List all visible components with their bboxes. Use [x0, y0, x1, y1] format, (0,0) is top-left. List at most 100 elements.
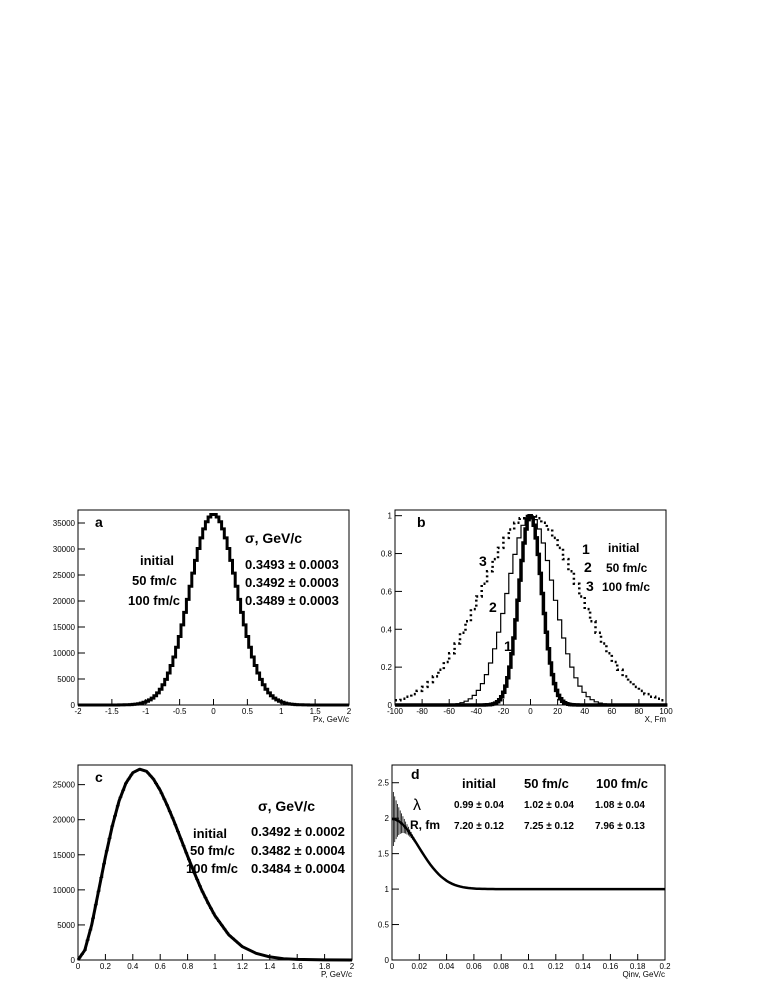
panel-d: 0 0.02 0.04 0.06 0.08 0.1 0.12 0.14 0.16 0.18 0.2 0… [378, 764, 671, 979]
y-tick-label: 5000 [57, 921, 75, 930]
panel-b-legend-num-2: 2 [584, 559, 592, 575]
x-tick-label: -1.5 [105, 707, 119, 716]
y-tick-label: 5000 [57, 675, 75, 684]
x-tick-label: 0.5 [242, 707, 254, 716]
panel-b-curve-label-3: 3 [479, 553, 487, 569]
x-tick-label: 0.6 [155, 962, 167, 971]
x-tick-label: 2 [347, 707, 352, 716]
x-tick-label: 2 [350, 962, 355, 971]
panel-d-axes: 0 0.02 0.04 0.06 0.08 0.1 0.12 0.14 0.16 0.18 0.2 0… [378, 779, 671, 971]
panel-a-xlabel: Px, GeV/c [313, 715, 349, 724]
panel-a-sigma-header: σ, GeV/c [245, 530, 302, 546]
panel-b-legend-num-1: 1 [582, 541, 590, 557]
y-tick-label: 25000 [53, 571, 76, 580]
y-tick-label: 30000 [53, 545, 76, 554]
panel-a-row-label-50: 50 fm/c [132, 573, 177, 588]
x-tick-label: 1.5 [310, 707, 322, 716]
y-tick-label: 0.4 [381, 625, 393, 634]
panel-d-lambda-100: 1.08 ± 0.04 [595, 800, 645, 811]
y-tick-label: 0.5 [378, 921, 390, 930]
panel-b-curve-label-2: 2 [489, 599, 497, 615]
panel-c-row-label-50: 50 fm/c [190, 843, 235, 858]
y-tick-label: 0.2 [381, 663, 393, 672]
x-tick-label: -0.5 [173, 707, 187, 716]
y-tick-label: 1.5 [378, 850, 390, 859]
panel-b-series-1 [395, 514, 668, 707]
x-tick-label: 100 [659, 707, 673, 716]
panel-b-label: b [417, 514, 426, 530]
y-tick-label: 1 [385, 885, 390, 894]
panel-b-legend-text-3: 100 fm/c [602, 580, 650, 594]
panel-d-header-50: 50 fm/c [524, 776, 569, 791]
panel-c-row-label-initial: initial [193, 826, 227, 841]
panel-a-label: a [95, 514, 103, 530]
x-tick-label: 0.2 [659, 962, 671, 971]
panel-c-row-value-50: 0.3482 ± 0.0004 [251, 843, 346, 858]
x-tick-label: -60 [443, 707, 455, 716]
panel-d-row-label-radius: R, fm [410, 818, 440, 832]
x-tick-label: 20 [553, 707, 562, 716]
x-tick-label: 0.4 [127, 962, 139, 971]
x-tick-label: 1.8 [319, 962, 331, 971]
y-tick-label: 0 [71, 701, 76, 710]
x-tick-label: 80 [634, 707, 643, 716]
x-tick-label: 0 [528, 707, 533, 716]
y-tick-label: 0 [385, 956, 390, 965]
panel-b-series-3 [395, 514, 666, 702]
panel-c-label: c [95, 769, 103, 785]
x-tick-label: 1.2 [237, 962, 249, 971]
y-tick-label: 10000 [53, 649, 76, 658]
y-tick-label: 0.8 [381, 550, 393, 559]
y-tick-label: 20000 [53, 597, 76, 606]
panel-c-row-value-initial: 0.3492 ± 0.0002 [251, 824, 345, 839]
x-tick-label: -80 [416, 707, 428, 716]
panel-d-label: d [411, 766, 420, 782]
x-tick-label: 0.1 [523, 962, 535, 971]
panel-b-xlabel: X, Fm [645, 715, 667, 724]
panel-b-curve-label-1: 1 [504, 638, 512, 654]
panel-d-radius-50: 7.25 ± 0.12 [524, 821, 574, 832]
panel-a-row-value-50: 0.3492 ± 0.0003 [245, 575, 339, 590]
x-tick-label: 1.6 [292, 962, 304, 971]
panel-b-legend-num-3: 3 [586, 578, 594, 594]
panel-d-series-fit [391, 817, 665, 891]
panel-b-curves [395, 514, 668, 707]
x-tick-label: -100 [387, 707, 404, 716]
panel-d-lambda-initial: 0.99 ± 0.04 [454, 800, 504, 811]
x-tick-label: 0.8 [182, 962, 194, 971]
x-tick-label: -1 [142, 707, 150, 716]
x-tick-label: 0 [76, 962, 81, 971]
panel-a-series-histograms [78, 513, 349, 707]
panel-d-xlabel: Qinv, GeV/c [622, 970, 665, 979]
panel-c-xlabel: P, GeV/c [321, 970, 352, 979]
y-tick-label: 35000 [53, 519, 76, 528]
x-tick-label: -20 [498, 707, 510, 716]
x-tick-label: 0.04 [439, 962, 455, 971]
panel-d-row-label-lambda: λ [413, 797, 421, 814]
panel-c-series-fit [76, 767, 353, 962]
panel-b-legend-text-1: initial [608, 541, 639, 555]
panel-d-header-100: 100 fm/c [596, 776, 648, 791]
x-tick-label: 0.06 [466, 962, 482, 971]
panel-d-radius-initial: 7.20 ± 0.12 [454, 821, 504, 832]
y-tick-label: 1 [388, 512, 393, 521]
y-tick-label: 25000 [53, 781, 76, 790]
x-tick-label: 0.18 [630, 962, 646, 971]
y-tick-label: 20000 [53, 816, 76, 825]
x-tick-label: 0 [390, 962, 395, 971]
x-tick-label: 0.14 [575, 962, 591, 971]
y-tick-label: 15000 [53, 851, 76, 860]
y-tick-label: 0 [388, 701, 393, 710]
x-tick-label: 40 [580, 707, 589, 716]
x-tick-label: 0.12 [548, 962, 564, 971]
panel-d-curves [391, 791, 665, 891]
panel-d-header-initial: initial [462, 776, 496, 791]
y-tick-label: 2 [385, 814, 390, 823]
panel-c-curves [76, 767, 353, 962]
panel-c-sigma-header: σ, GeV/c [258, 798, 315, 814]
x-tick-label: 0.08 [493, 962, 509, 971]
panel-a: -2 -1.5 -1 -0.5 0 0.5 1 1.5 2 0 5000 10000 15000 2000… [53, 509, 352, 724]
y-tick-label: 2.5 [378, 779, 390, 788]
panel-c: 0 0.2 0.4 0.6 0.8 1 1.2 1.4 1.6 1.8 2 0 5000 10000 150… [53, 764, 355, 979]
